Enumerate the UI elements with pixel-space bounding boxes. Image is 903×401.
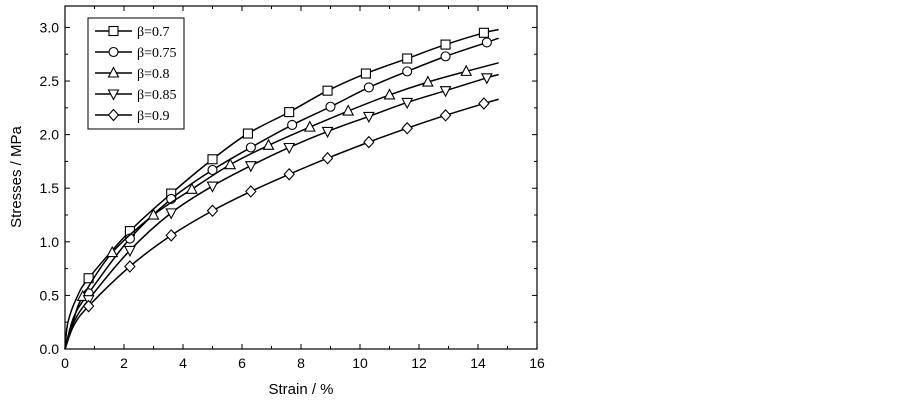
series-2-point-9 (421, 75, 434, 87)
series-3 (64, 73, 499, 350)
legend-label-4: β=0.9 (137, 109, 170, 124)
series-4-point-1 (124, 260, 136, 273)
series-2-point-7 (342, 104, 355, 116)
series-layer (64, 27, 499, 350)
series-2-point-5 (262, 138, 275, 150)
series-0-point-9 (440, 39, 451, 50)
series-4 (64, 97, 499, 350)
series-4-point-7 (363, 135, 375, 149)
y-axis-title: Stresses / MPa (8, 125, 25, 227)
series-2-point-8 (383, 88, 396, 100)
series-0-point-8 (402, 53, 413, 64)
y-tick-label-5: 2.5 (40, 73, 60, 89)
series-1-point-6 (325, 101, 336, 112)
series-4-point-4 (245, 185, 257, 198)
series-4-point-5 (283, 167, 295, 181)
x-tick-label-4: 8 (297, 355, 305, 371)
x-tick-label-1: 2 (120, 355, 128, 371)
series-1-point-3 (207, 164, 218, 176)
legend-marker-2 (107, 66, 120, 78)
y-tick-label-6: 3.0 (40, 19, 60, 35)
series-4-point-10 (478, 97, 490, 110)
legend-entry-0: β=0.7 (95, 25, 170, 40)
y-tick-label-2: 1.0 (40, 234, 60, 250)
series-0 (64, 27, 499, 350)
x-tick-label-3: 6 (238, 355, 246, 371)
series-1-point-10 (481, 37, 492, 48)
series-2-point-6 (303, 120, 316, 132)
series-0-point-7 (360, 68, 371, 79)
series-2-point-1 (106, 245, 119, 258)
legend-marker-0 (108, 25, 119, 37)
series-1-point-7 (363, 82, 374, 93)
y-tick-label-0: 0.0 (40, 341, 60, 357)
series-line-4 (64, 98, 499, 350)
series-4-point-9 (439, 109, 452, 122)
x-tick-label-0: 0 (61, 355, 69, 371)
series-1-point-4 (245, 142, 256, 153)
legend-marker-4 (107, 108, 120, 122)
legend-entry-4: β=0.9 (95, 108, 170, 124)
series-2-point-3 (185, 182, 198, 194)
series-3-point-7 (362, 111, 375, 124)
y-tick-label-3: 1.5 (40, 180, 60, 196)
legend-marker-1 (108, 46, 119, 58)
series-2 (64, 62, 499, 350)
y-tick-label-1: 0.5 (40, 287, 60, 303)
series-4-point-2 (165, 229, 177, 242)
y-tick-label-4: 2.0 (40, 127, 60, 143)
x-tick-label-8: 16 (529, 355, 545, 371)
x-tick-label-5: 10 (352, 355, 368, 371)
legend: β=0.7 β=0.75 β=0.8 β=0.85 β=0.9 (87, 17, 185, 130)
series-2-point-2 (147, 208, 160, 220)
series-1-point-5 (287, 119, 298, 131)
legend-label-2: β=0.8 (137, 67, 170, 82)
series-0-point-10 (478, 27, 489, 38)
series-3-point-2 (165, 208, 178, 220)
legend-marker-3 (107, 89, 120, 101)
series-3-point-8 (401, 97, 414, 110)
series-3-point-4 (244, 161, 257, 173)
series-0-point-5 (284, 107, 295, 118)
series-0-point-6 (322, 85, 333, 96)
series-4-point-3 (206, 204, 219, 218)
axis-layer: 0 2 4 6 8 10 12 14 16 0.0 0.5 1.0 1.5 2.0 2.5 3.0 (40, 6, 545, 371)
series-3-point-1 (123, 245, 136, 258)
legend-entry-2: β=0.8 (95, 66, 170, 82)
series-3-point-9 (439, 86, 452, 98)
legend-entry-1: β=0.75 (95, 46, 177, 61)
x-tick-label-6: 12 (411, 355, 427, 371)
legend-label-0: β=0.7 (137, 25, 170, 40)
series-2-point-4 (224, 157, 237, 170)
series-2-point-10 (460, 64, 473, 76)
series-0-point-4 (242, 128, 253, 139)
series-4-point-0 (82, 299, 95, 313)
x-axis-title: Strain / % (268, 381, 333, 398)
series-3-point-10 (480, 73, 493, 85)
legend-label-1: β=0.75 (137, 46, 177, 61)
series-4-point-6 (321, 151, 334, 165)
x-tick-label-2: 4 (179, 355, 187, 371)
series-3-point-3 (206, 181, 219, 193)
series-4-point-8 (401, 121, 413, 135)
series-1-point-8 (402, 66, 413, 77)
legend-entry-3: β=0.85 (95, 88, 177, 103)
series-1-point-9 (440, 51, 451, 62)
series-3-point-5 (283, 142, 296, 155)
series-0-point-3 (207, 154, 218, 165)
series-3-point-6 (321, 126, 334, 139)
x-tick-label-7: 14 (470, 355, 486, 371)
legend-label-3: β=0.85 (137, 88, 177, 103)
